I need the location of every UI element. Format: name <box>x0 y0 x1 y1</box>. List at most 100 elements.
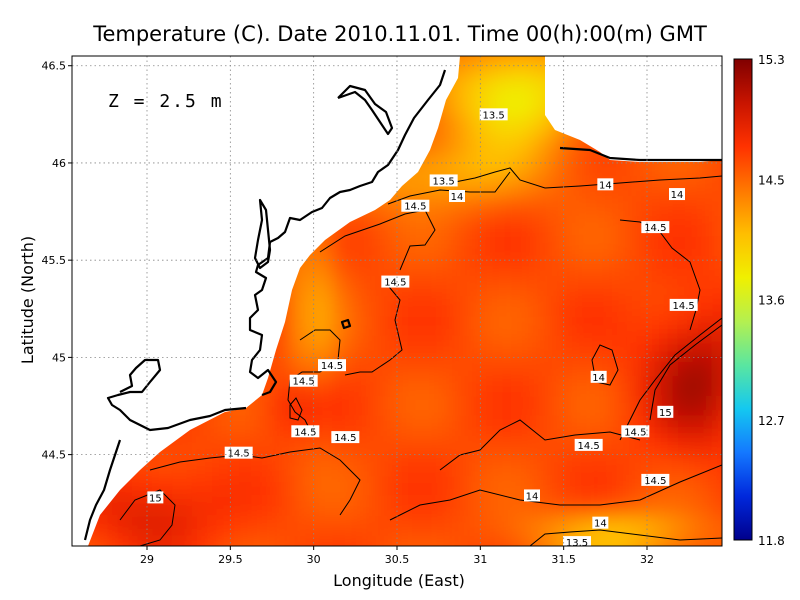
field-cell <box>392 456 413 477</box>
field-cell <box>472 296 493 317</box>
field-cell <box>492 196 513 217</box>
contour-label-box <box>318 359 346 372</box>
x-tick-label: 32 <box>640 553 654 566</box>
field-cell <box>532 236 553 257</box>
field-cell <box>72 536 73 546</box>
field-cell <box>312 276 333 297</box>
field-cell <box>452 76 473 97</box>
field-cell <box>672 356 693 377</box>
field-cell <box>412 236 433 257</box>
field-cell <box>452 136 473 157</box>
field-cell <box>692 316 713 337</box>
field-cell <box>472 436 493 457</box>
field-cell <box>372 356 393 377</box>
field-cell <box>552 356 573 377</box>
field-cell <box>352 536 373 546</box>
contour-label: 14.5 <box>641 473 670 487</box>
field-cell <box>352 376 373 397</box>
field-cell <box>412 396 433 417</box>
field-cell <box>692 536 713 546</box>
field-cell <box>592 276 613 297</box>
field-cell <box>712 536 722 546</box>
field-cell <box>372 236 393 257</box>
contour-label-text: 14.5 <box>321 361 343 372</box>
field-cell <box>552 436 573 457</box>
field-cell <box>552 316 573 337</box>
field-cell <box>312 516 333 537</box>
field-cell <box>292 516 313 537</box>
field-cell <box>472 376 493 397</box>
x-tick-label: 29 <box>140 553 154 566</box>
field-cell <box>672 376 693 397</box>
contour-label-text: 14 <box>599 180 612 191</box>
field-cell <box>332 276 353 297</box>
field-cell <box>192 536 213 546</box>
field-cell <box>92 536 113 546</box>
field-cell <box>272 416 293 437</box>
field-cell <box>252 536 273 546</box>
field-cell <box>612 196 633 217</box>
field-cell <box>592 296 613 317</box>
field-cell <box>552 456 573 477</box>
field-cell <box>492 456 513 477</box>
field-cell <box>412 536 433 546</box>
field-cell <box>632 396 653 417</box>
field-cell <box>692 396 713 417</box>
field-cell <box>332 336 353 357</box>
field-cell <box>572 396 593 417</box>
field-cell <box>392 336 413 357</box>
contour-label: 13.5 <box>479 108 508 121</box>
field-cell <box>292 276 313 297</box>
field-cell <box>92 556 113 577</box>
field-cell <box>512 556 533 577</box>
field-cell <box>572 236 593 257</box>
field-cell <box>372 296 393 317</box>
field-cell <box>492 316 513 337</box>
contour-label-text: 14.5 <box>404 202 426 213</box>
x-tick-label: 30 <box>307 553 321 566</box>
field-cell <box>612 296 633 317</box>
field-cell <box>452 236 473 257</box>
field-cell <box>492 376 513 397</box>
field-cell <box>532 316 553 337</box>
field-cell <box>692 376 713 397</box>
field-cell <box>312 256 333 277</box>
field-cell <box>152 536 173 546</box>
field-cell <box>712 296 722 317</box>
coastline-crimea <box>559 146 722 162</box>
field-cell <box>632 536 653 546</box>
field-cell <box>112 496 133 517</box>
field-cell <box>452 436 473 457</box>
field-cell <box>372 416 393 437</box>
field-cell <box>452 216 473 237</box>
field-cell <box>572 456 593 477</box>
field-cell <box>472 56 493 77</box>
field-cell <box>412 416 433 437</box>
field-cell <box>232 416 253 437</box>
field-cell <box>372 456 393 477</box>
field-cell <box>412 476 433 497</box>
field-cell <box>572 516 593 537</box>
field-cell <box>312 476 333 497</box>
field-cell <box>472 396 493 417</box>
coastline-lagoon <box>253 198 272 270</box>
field-cell <box>552 416 573 437</box>
field-cell <box>572 276 593 297</box>
field-cell <box>592 536 613 546</box>
contour-label: 14 <box>592 516 609 530</box>
field-cell <box>552 196 573 217</box>
field-cell <box>712 516 722 537</box>
contour-label-text: 14.5 <box>228 449 250 460</box>
field-cell <box>72 376 73 397</box>
field-cell <box>652 176 673 197</box>
field-cell <box>692 196 713 217</box>
contour-15-feature <box>289 397 303 421</box>
field-cell <box>592 256 613 277</box>
field-cell <box>532 116 553 137</box>
field-cell <box>372 316 393 337</box>
field-cell <box>352 336 373 357</box>
field-cell <box>472 536 493 546</box>
field-cell <box>712 316 722 337</box>
contour-13-5-north <box>454 167 722 189</box>
field-cell <box>452 536 473 546</box>
